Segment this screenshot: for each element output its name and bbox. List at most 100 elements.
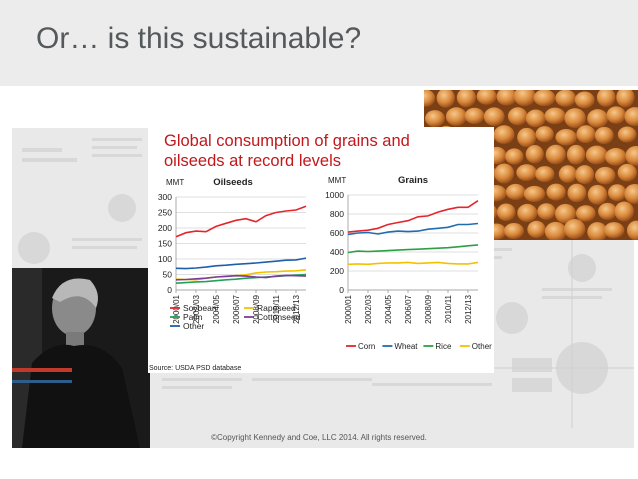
corn-kernel xyxy=(614,201,634,222)
corn-kernel xyxy=(425,110,445,128)
y-tick-label: 100 xyxy=(158,254,172,264)
corn-kernel xyxy=(585,145,608,165)
corn-kernel xyxy=(525,145,544,164)
x-tick-label: 2004/05 xyxy=(212,294,221,323)
corn-kernel xyxy=(558,165,577,183)
corn-kernel xyxy=(445,107,467,126)
source-box xyxy=(148,361,230,372)
y-tick-label: 150 xyxy=(158,239,172,249)
corn-kernel xyxy=(594,126,614,145)
series-line-wheat xyxy=(347,222,479,236)
chart-panel-title-line-1: Global consumption of grains and xyxy=(164,132,410,150)
corn-kernel xyxy=(517,203,538,223)
corn-kernel xyxy=(507,107,528,126)
corn-kernel xyxy=(535,126,554,143)
corn-kernel xyxy=(517,127,537,148)
corn-kernel xyxy=(483,107,505,126)
y-tick-label: 600 xyxy=(330,228,344,238)
person-photo xyxy=(12,268,150,448)
x-tick-label: 2004/05 xyxy=(384,294,393,323)
y-tick-label: 250 xyxy=(158,208,172,218)
corn-kernel xyxy=(626,220,638,240)
corn-kernel xyxy=(598,202,618,220)
legend-label: Corn xyxy=(358,342,375,351)
corn-kernel xyxy=(464,107,485,125)
corn-kernel xyxy=(424,90,436,107)
charts-svg: MMT Oilseeds 0 50 100 150 200 250 300 2000/01 200 2… xyxy=(148,175,492,372)
corn-kernel xyxy=(575,165,595,185)
corn-kernel xyxy=(603,222,625,239)
corn-kernel xyxy=(625,145,638,166)
corn-kernel xyxy=(436,90,455,108)
x-tick-label: 2000/01 xyxy=(344,294,353,323)
corn-kernel xyxy=(608,184,627,202)
corn-kernel xyxy=(504,222,524,239)
corn-kernel xyxy=(516,164,537,181)
legend-label: Other xyxy=(472,342,492,351)
x-tick-label: 2012/13 xyxy=(292,294,301,323)
corn-kernel xyxy=(617,163,638,182)
corn-kernel xyxy=(505,183,526,200)
x-tick-label: 2008/09 xyxy=(424,294,433,323)
corn-kernel xyxy=(476,90,497,105)
corn-kernel xyxy=(494,163,515,184)
y-tick-label: 1000 xyxy=(325,190,344,200)
corn-kernel xyxy=(566,144,586,165)
corn-kernel xyxy=(544,107,566,125)
legend-label: Wheat xyxy=(394,342,418,351)
corn-kernel xyxy=(525,109,546,128)
series-line-cottonseed xyxy=(175,274,307,281)
x-tick-label: 2008/09 xyxy=(252,294,261,323)
y-tick-label: 200 xyxy=(158,223,172,233)
corn-kernel xyxy=(555,203,577,224)
corn-kernel xyxy=(574,91,595,109)
corn-kernel xyxy=(555,90,577,107)
y-tick-label: 300 xyxy=(158,192,172,202)
y-tick-label: 0 xyxy=(339,285,344,295)
chart-panel-title: Global consumption of grains and oilseed… xyxy=(164,131,484,171)
chart-title: Oilseeds xyxy=(213,177,253,188)
title-band xyxy=(0,0,638,86)
legend-label: Other xyxy=(183,321,204,331)
chart-title: Grains xyxy=(398,175,428,186)
series-line-other xyxy=(347,261,479,266)
corn-kernel xyxy=(505,148,524,165)
series-line-soybean xyxy=(175,205,307,238)
corn-kernel xyxy=(563,219,586,240)
corn-kernel xyxy=(587,184,608,205)
corn-kernel xyxy=(527,220,546,239)
legend-label: Rapeseed xyxy=(257,303,296,313)
x-tick-label: 2006/07 xyxy=(232,294,241,323)
corn-kernel xyxy=(624,107,638,127)
corn-kernel xyxy=(575,205,596,222)
legend-label: Soybean xyxy=(183,303,217,313)
corn-kernel xyxy=(587,109,609,128)
series-line-rice xyxy=(347,244,479,254)
corn-kernel xyxy=(595,166,616,185)
legend-label: Palm xyxy=(183,312,202,322)
y-tick-label: 200 xyxy=(330,266,344,276)
corn-kernel xyxy=(624,183,638,204)
chart-ylabel: MMT xyxy=(328,176,346,185)
y-tick-label: 400 xyxy=(330,247,344,257)
corn-kernel xyxy=(533,90,556,107)
corn-kernel xyxy=(496,90,517,106)
corn-kernel xyxy=(496,203,516,222)
corn-kernel xyxy=(493,125,515,145)
chart-ylabel: MMT xyxy=(166,178,184,187)
oilseeds-chart: MMT Oilseeds 0 50 100 150 200 250 300 2000/01 2002… xyxy=(158,177,307,324)
y-tick-label: 800 xyxy=(330,209,344,219)
slide-title: Or… is this sustainable? xyxy=(36,22,362,55)
y-tick-label: 0 xyxy=(167,285,172,295)
corn-kernel xyxy=(564,108,586,129)
corn-kernel xyxy=(567,183,587,203)
y-tick-label: 50 xyxy=(163,270,173,280)
series-line-other xyxy=(175,257,307,270)
corn-kernel xyxy=(535,166,555,183)
series-line-corn xyxy=(347,200,479,233)
legend-grains: Corn Wheat Rice Other xyxy=(346,342,492,351)
chart-panel: Global consumption of grains and oilseed… xyxy=(148,127,494,373)
legend-label: Rice xyxy=(435,342,452,351)
grains-chart: MMT Grains 0 200 400 600 800 1000 2000/01 2002/03… xyxy=(325,175,479,324)
